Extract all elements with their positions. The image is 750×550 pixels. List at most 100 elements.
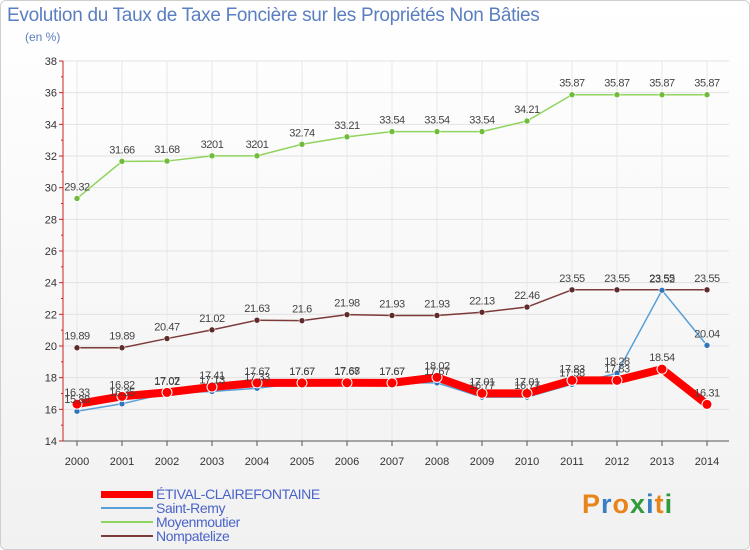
- y-tick-label-26: 26: [45, 246, 57, 258]
- chart-title: Evolution du Taux de Taxe Foncière sur l…: [7, 5, 540, 26]
- data-label--tival-clairefontaine-2011: 17.83: [559, 363, 585, 375]
- data-label--tival-clairefontaine-2009: 17.01: [469, 376, 495, 388]
- legend-swatch-saint-remy: [101, 507, 153, 509]
- data-point-moyenmoutier-2014: [703, 91, 711, 99]
- data-label-moyenmoutier-2000: 29.32: [64, 181, 90, 193]
- legend-label-etival: ÉTIVAL-CLAIREFONTAINE: [156, 486, 320, 502]
- data-label-saint-remy-2011: 17.58: [559, 367, 585, 379]
- data-label-saint-remy-2008: 17.67: [424, 366, 450, 378]
- data-point--tival-clairefontaine-2001: [116, 390, 128, 402]
- data-point-nompatelize-2002: [163, 335, 171, 342]
- data-label-nompatelize-2003: 21.02: [199, 313, 225, 325]
- proxiti-logo: Proxiti: [582, 489, 673, 520]
- data-label-nompatelize-2005: 21.6: [292, 304, 312, 316]
- data-point--tival-clairefontaine-2006: [341, 377, 353, 389]
- data-label-moyenmoutier-2008: 33.54: [424, 115, 450, 127]
- y-tick-label-34: 34: [45, 119, 57, 131]
- logo-letter: P: [582, 489, 602, 519]
- data-label-moyenmoutier-2005: 32.74: [289, 127, 315, 139]
- data-label-nompatelize-2013: 23.55: [649, 273, 675, 285]
- data-point-nompatelize-2010: [523, 303, 531, 311]
- data-point-nompatelize-2009: [478, 308, 486, 316]
- data-point--tival-clairefontaine-2000: [71, 398, 83, 410]
- data-label--tival-clairefontaine-2005: 17.67: [289, 366, 315, 378]
- data-label--tival-clairefontaine-2006: 17.68: [334, 366, 360, 378]
- data-label-moyenmoutier-2014: 35.87: [694, 78, 720, 90]
- data-label-moyenmoutier-2010: 34.21: [514, 104, 540, 116]
- data-label-nompatelize-2004: 21.63: [244, 303, 270, 315]
- data-label-saint-remy-2013: 23.52: [649, 273, 675, 285]
- data-point--tival-clairefontaine-2009: [476, 387, 488, 399]
- data-label-saint-remy-2014: 20.04: [694, 328, 720, 340]
- x-tick-label-2010: 2010: [515, 456, 539, 468]
- data-point-moyenmoutier-2002: [163, 157, 171, 165]
- data-point-moyenmoutier-2012: [613, 91, 621, 99]
- data-label-nompatelize-2011: 23.55: [559, 273, 585, 285]
- data-point-saint-remy-2013: [658, 286, 666, 294]
- data-label--tival-clairefontaine-2013: 18.54: [649, 352, 675, 364]
- data-label-saint-remy-2010: 16.77: [514, 380, 540, 392]
- logo-letter: r: [601, 489, 613, 519]
- data-point-nompatelize-2003: [208, 326, 216, 334]
- data-label-moyenmoutier-2003: 3201: [201, 139, 224, 151]
- unit-label: (en %): [25, 30, 61, 44]
- y-tick-label-28: 28: [45, 214, 57, 226]
- data-point-moyenmoutier-2005: [298, 140, 306, 148]
- logo-letter: t: [654, 489, 665, 519]
- x-tick-label-2000: 2000: [65, 456, 89, 468]
- data-label-moyenmoutier-2006: 33.21: [334, 120, 360, 132]
- x-tick-label-2003: 2003: [200, 456, 224, 468]
- data-point--tival-clairefontaine-2005: [296, 377, 308, 389]
- data-point--tival-clairefontaine-2013: [656, 363, 668, 375]
- data-label-saint-remy-2000: 15.88: [64, 394, 90, 406]
- data-label-nompatelize-2014: 23.55: [694, 273, 720, 285]
- data-point-moyenmoutier-2001: [118, 158, 126, 165]
- data-point-nompatelize-2005: [298, 317, 306, 324]
- x-tick-label-2001: 2001: [110, 456, 134, 468]
- x-tick-label-2009: 2009: [470, 456, 494, 468]
- data-label-saint-remy-2005: 17.67: [289, 366, 315, 378]
- data-point-nompatelize-2014: [703, 286, 711, 294]
- logo-letter: o: [612, 489, 631, 519]
- data-point-nompatelize-2012: [613, 286, 621, 294]
- y-tick-label-38: 38: [45, 56, 57, 68]
- data-label-nompatelize-2002: 20.47: [154, 322, 180, 334]
- data-label-nompatelize-2006: 21.98: [334, 298, 360, 310]
- legend-label-saint-remy: Saint-Remy: [156, 500, 226, 516]
- data-point-moyenmoutier-2009: [478, 128, 486, 135]
- legend-label-moyenmoutier: Moyenmoutier: [156, 514, 240, 530]
- data-label--tival-clairefontaine-2000: 16.33: [64, 387, 90, 399]
- data-label-nompatelize-2012: 23.55: [604, 273, 630, 285]
- data-point-nompatelize-2007: [388, 312, 396, 319]
- x-tick-label-2013: 2013: [650, 456, 674, 468]
- logo-letter: i: [646, 489, 655, 519]
- x-tick-label-2004: 2004: [245, 456, 269, 468]
- y-tick-label-24: 24: [45, 278, 57, 290]
- data-label-moyenmoutier-2012: 35.87: [604, 78, 630, 90]
- x-tick-label-2002: 2002: [155, 456, 179, 468]
- data-point-nompatelize-2004: [253, 316, 261, 324]
- data-point--tival-clairefontaine-2002: [161, 386, 173, 398]
- data-label-moyenmoutier-2001: 31.66: [109, 144, 135, 156]
- data-point-nompatelize-2001: [118, 344, 126, 352]
- y-tick-label-16: 16: [45, 404, 57, 416]
- y-tick-label-22: 22: [45, 309, 57, 321]
- data-label-moyenmoutier-2004: 3201: [246, 139, 269, 151]
- legend-label-nompatelize: Nompatelize: [156, 528, 230, 544]
- data-label-saint-remy-2009: 16.77: [469, 380, 495, 392]
- data-point--tival-clairefontaine-2011: [566, 374, 578, 386]
- data-label-nompatelize-2000: 19.89: [64, 331, 90, 343]
- data-point--tival-clairefontaine-2010: [521, 387, 533, 399]
- data-point--tival-clairefontaine-2014: [701, 398, 713, 410]
- x-tick-label-2012: 2012: [605, 456, 629, 468]
- data-point-moyenmoutier-2008: [433, 128, 441, 135]
- data-label-saint-remy-2003: 17.13: [199, 374, 225, 386]
- data-label-nompatelize-2010: 22.46: [514, 290, 540, 302]
- data-point--tival-clairefontaine-2008: [431, 371, 443, 383]
- data-point-moyenmoutier-2000: [73, 195, 81, 202]
- data-label--tival-clairefontaine-2001: 16.82: [109, 379, 135, 391]
- data-label-moyenmoutier-2011: 35.87: [559, 78, 585, 90]
- data-point--tival-clairefontaine-2007: [386, 377, 398, 389]
- data-point-nompatelize-2008: [433, 312, 441, 319]
- data-point--tival-clairefontaine-2012: [611, 374, 623, 386]
